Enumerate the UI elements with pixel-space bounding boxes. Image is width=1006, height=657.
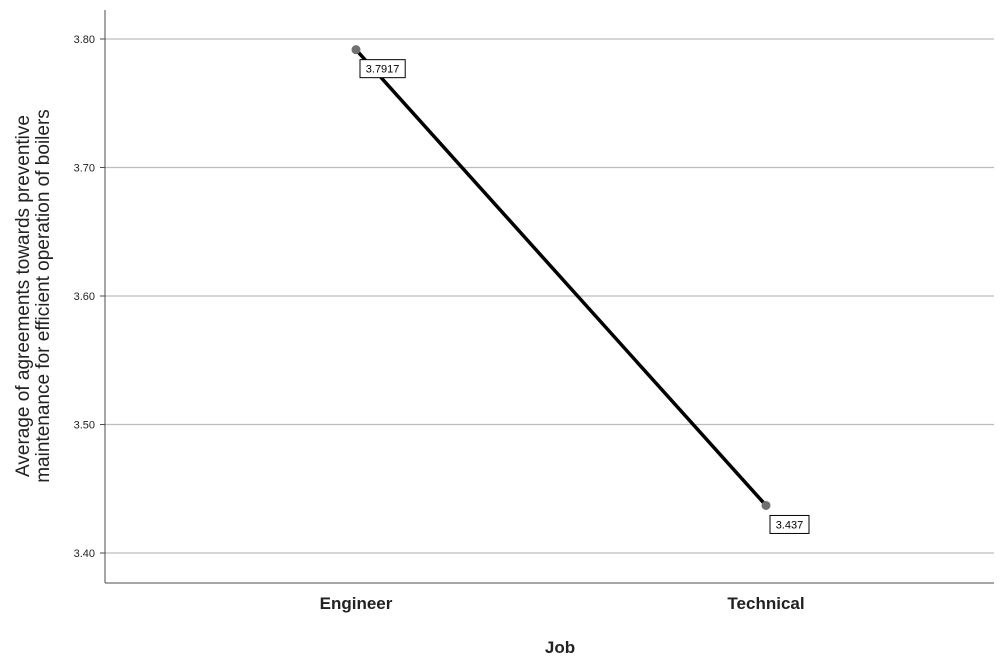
y-tick-label: 3.80 bbox=[74, 34, 95, 46]
x-tick-labels: Engineer Technical bbox=[320, 594, 805, 613]
y-axis-title: Average of agreements towards preventive… bbox=[13, 109, 54, 483]
x-tick-label: Engineer bbox=[320, 594, 393, 613]
data-labels: 3.7917 3.437 bbox=[359, 59, 810, 534]
y-tick-label: 3.50 bbox=[74, 420, 95, 432]
x-tick-label: Technical bbox=[727, 594, 804, 613]
data-point bbox=[761, 500, 771, 510]
x-axis-title: Job bbox=[545, 638, 575, 657]
gridlines bbox=[105, 38, 994, 554]
series-group bbox=[351, 45, 771, 510]
data-label-box bbox=[769, 514, 810, 534]
y-axis-title-line-1: Average of agreements towards preventive bbox=[13, 115, 34, 477]
y-tick-label: 3.70 bbox=[74, 163, 95, 175]
data-label: 3.437 bbox=[776, 519, 804, 531]
y-tick-label: 3.60 bbox=[74, 291, 95, 303]
data-point bbox=[351, 45, 361, 55]
y-tick-labels: 3.40 3.50 3.60 3.70 3.80 bbox=[74, 34, 105, 560]
data-label: 3.7917 bbox=[366, 64, 400, 76]
series-line bbox=[354, 48, 768, 507]
y-tick-label: 3.40 bbox=[74, 548, 95, 560]
data-label-box bbox=[359, 59, 406, 79]
y-axis-title-line-2: maintenance for efficient operation of b… bbox=[33, 109, 54, 483]
